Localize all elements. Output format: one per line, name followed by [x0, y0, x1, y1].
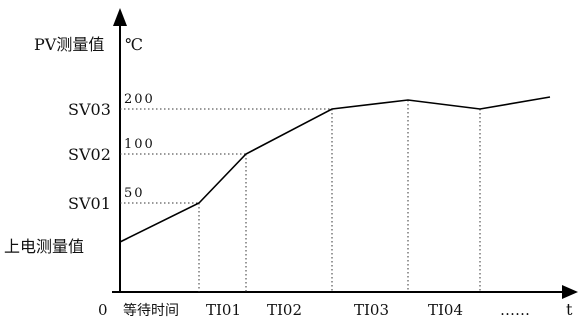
- segment-ellipsis: ……: [500, 301, 530, 319]
- segment-ti02: TI02: [267, 301, 302, 319]
- unit-label: ℃: [125, 35, 143, 54]
- level-sv03-value: 200: [124, 92, 155, 107]
- segment-ti04: TI04: [428, 301, 463, 319]
- segment-ti01: TI01: [206, 301, 241, 319]
- pv-curve: [119, 96, 551, 243]
- level-poweron-name: 上电测量值: [4, 237, 84, 256]
- level-sv01-name: SV01: [68, 194, 111, 213]
- origin-label: 0: [98, 301, 108, 319]
- level-sv03-name: SV03: [68, 100, 111, 119]
- x-axis-label: t: [566, 300, 573, 319]
- y-axis-label: PV测量值: [34, 35, 104, 54]
- level-sv02-value: 100: [124, 137, 155, 152]
- segment-wait: 等待时间: [123, 302, 179, 319]
- x-axis-arrowhead: [562, 285, 578, 299]
- level-sv02-name: SV02: [68, 145, 111, 164]
- level-sv01-value: 50: [124, 186, 145, 201]
- y-axis-arrowhead: [113, 8, 127, 26]
- segment-ti03: TI03: [354, 301, 389, 319]
